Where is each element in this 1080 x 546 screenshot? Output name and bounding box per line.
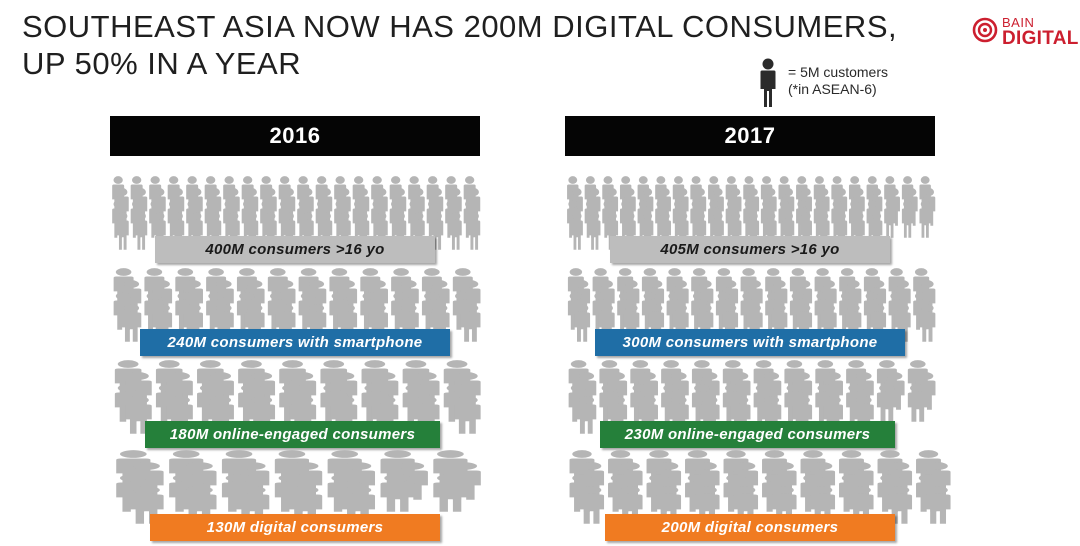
tier-label: 240M consumers with smartphone <box>140 329 450 356</box>
person-icon <box>919 304 936 342</box>
person-icon <box>460 304 481 342</box>
people-row <box>567 268 936 342</box>
person-icon <box>919 200 931 238</box>
person-icon <box>449 212 462 250</box>
person-icon <box>884 200 896 238</box>
legend-text: = 5M customers (*in ASEAN-6) <box>788 64 888 98</box>
title-line-1: SOUTHEAST ASIA NOW HAS 200M DIGITAL CONS… <box>22 9 898 44</box>
person-icon <box>571 212 583 250</box>
panel-2016: 2016 400M consumers >16 yo 240M consumers… <box>105 116 565 546</box>
person-icon <box>589 212 601 250</box>
person-icon <box>907 384 928 422</box>
person-icon <box>925 486 951 524</box>
panel-2017: 2017 405M consumers >16 yo 300M consumers… <box>560 116 1020 546</box>
person-icon <box>380 474 415 512</box>
legend-note: (*in ASEAN-6) <box>788 81 877 97</box>
tier-label: 200M digital consumers <box>605 514 895 541</box>
tier-label: 400M consumers >16 yo <box>155 236 435 263</box>
people-row <box>567 176 936 250</box>
page-title: SOUTHEAST ASIA NOW HAS 200M DIGITAL CONS… <box>22 8 922 82</box>
year-header: 2016 <box>110 116 480 156</box>
tier-label: 405M consumers >16 yo <box>610 236 890 263</box>
person-icon <box>576 396 597 434</box>
legend-unit: = 5M customers <box>788 64 888 80</box>
person-icon <box>579 486 605 524</box>
people-row <box>568 360 936 434</box>
person-icon <box>574 304 591 342</box>
person-icon <box>876 384 897 422</box>
logo-word-digital: DIGITAL <box>1002 28 1079 49</box>
person-icon <box>121 304 142 342</box>
person-icon <box>468 212 481 250</box>
person-icon <box>760 58 776 107</box>
person-icon <box>454 396 481 434</box>
bain-digital-logo: BAIN DIGITAL <box>972 14 1078 49</box>
tier-label: 130M digital consumers <box>150 514 440 541</box>
year-header: 2017 <box>565 116 935 156</box>
person-icon <box>433 474 468 512</box>
person-icon <box>116 212 129 250</box>
person-icon <box>135 212 148 250</box>
bain-logo-icon <box>972 17 998 43</box>
tier-label: 180M online-engaged consumers <box>145 421 440 448</box>
tier-label: 230M online-engaged consumers <box>600 421 895 448</box>
legend: = 5M customers (*in ASEAN-6) <box>757 58 957 108</box>
logo-word-bain: BAIN <box>1002 15 1035 30</box>
title-line-2: UP 50% IN A YEAR <box>22 46 302 81</box>
people-row <box>116 450 481 524</box>
tier-label: 300M consumers with smartphone <box>595 329 905 356</box>
person-icon <box>901 200 914 238</box>
